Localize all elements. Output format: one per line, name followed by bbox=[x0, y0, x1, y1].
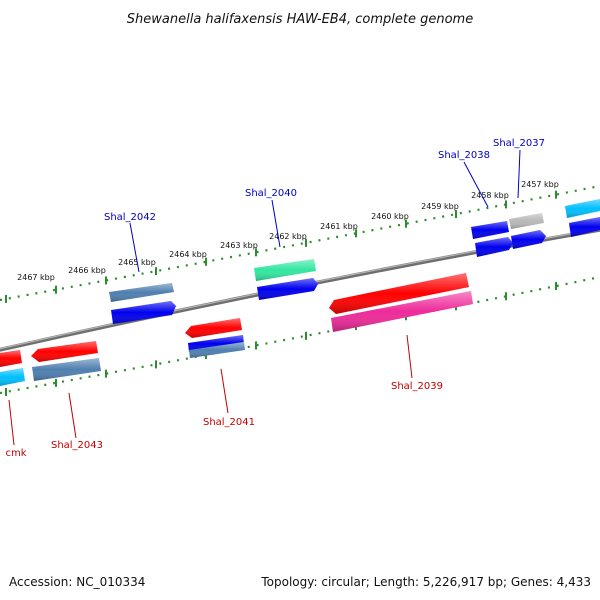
gene-label-shal-2043[interactable]: Shal_2043 bbox=[51, 440, 103, 451]
leader-cmk bbox=[8, 399, 15, 446]
leader-shal-2043 bbox=[68, 392, 77, 439]
tick-label-2462: 2462 kbp bbox=[269, 232, 307, 241]
tick-label-2461: 2461 kbp bbox=[320, 222, 358, 231]
leader-shal-2039 bbox=[406, 334, 413, 379]
gene-label-shal-2041[interactable]: Shal_2041 bbox=[203, 417, 255, 428]
tick-label-2458: 2458 kbp bbox=[471, 191, 509, 200]
gene-arrow-shal-2038-upper[interactable] bbox=[471, 221, 509, 239]
gene-arrow-shal-2041-upper[interactable] bbox=[185, 318, 242, 338]
gene-arrow-shal-2040-lower[interactable] bbox=[257, 278, 318, 300]
major-tick-marks bbox=[5, 190, 557, 396]
gene-arrow-blue-right-edge[interactable] bbox=[569, 217, 600, 237]
gene-label-shal-2042[interactable]: Shal_2042 bbox=[104, 212, 156, 223]
gene-arrow-shal-2042-upper[interactable] bbox=[109, 283, 174, 302]
leader-shal-2042 bbox=[129, 222, 140, 273]
tick-label-2463: 2463 kbp bbox=[220, 241, 258, 250]
tick-label-2466: 2466 kbp bbox=[68, 266, 106, 275]
tick-label-2457: 2457 kbp bbox=[521, 180, 559, 189]
gene-arrow-cyan-right-edge[interactable] bbox=[565, 199, 600, 218]
leader-shal-2041 bbox=[220, 368, 229, 414]
gene-arrow-cmk-lower[interactable] bbox=[0, 368, 25, 386]
tick-label-2459: 2459 kbp bbox=[421, 202, 459, 211]
accession-text: Accession: NC_010334 bbox=[9, 575, 145, 589]
gene-label-cmk[interactable]: cmk bbox=[5, 448, 26, 459]
leader-shal-2038 bbox=[463, 161, 489, 208]
gene-arrow-shal-2041-lower[interactable] bbox=[189, 342, 245, 358]
label-leader-lines bbox=[8, 149, 521, 446]
leader-shal-2037 bbox=[517, 149, 521, 199]
gene-arrow-shal-2040-upper[interactable] bbox=[254, 259, 316, 281]
gene-arrow-shal-2038-lower[interactable] bbox=[475, 237, 513, 257]
gene-arrow-shal-2039-lower[interactable] bbox=[331, 291, 473, 332]
gene-label-shal-2038[interactable]: Shal_2038 bbox=[438, 150, 490, 161]
tick-label-2464: 2464 kbp bbox=[169, 250, 207, 259]
gene-arrow-cmk-upper[interactable] bbox=[0, 350, 22, 367]
gene-label-shal-2037[interactable]: Shal_2037 bbox=[493, 138, 545, 149]
gene-label-shal-2039[interactable]: Shal_2039 bbox=[391, 381, 443, 392]
topology-summary: Topology: circular; Length: 5,226,917 bp… bbox=[260, 575, 591, 589]
gene-label-shal-2040[interactable]: Shal_2040 bbox=[245, 188, 297, 199]
gene-arrow-shal-2037-upper[interactable] bbox=[509, 213, 544, 229]
gene-arrow-shal-2041-mid[interactable] bbox=[188, 335, 244, 352]
map-title: Shewanella halifaxensis HAW-EB4, complet… bbox=[127, 12, 473, 27]
tick-label-2460: 2460 kbp bbox=[371, 212, 409, 221]
lower-tick-track bbox=[0, 275, 600, 395]
gene-arrow-shal-2042-lower[interactable] bbox=[111, 301, 176, 324]
leader-shal-2040 bbox=[271, 199, 281, 248]
gene-arrow-shal-2043-upper[interactable] bbox=[31, 341, 98, 362]
gene-arrow-shal-2037-lower[interactable] bbox=[511, 230, 546, 249]
tick-label-2467: 2467 kbp bbox=[17, 273, 55, 282]
gene-arrow-shal-2039-upper[interactable] bbox=[329, 273, 469, 314]
gene-arrow-shal-2043-lower[interactable] bbox=[32, 358, 101, 381]
